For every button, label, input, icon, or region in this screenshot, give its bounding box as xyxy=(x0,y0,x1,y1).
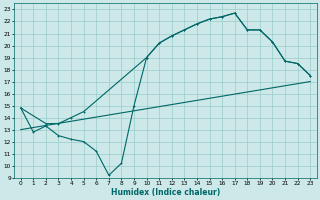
X-axis label: Humidex (Indice chaleur): Humidex (Indice chaleur) xyxy=(111,188,220,197)
